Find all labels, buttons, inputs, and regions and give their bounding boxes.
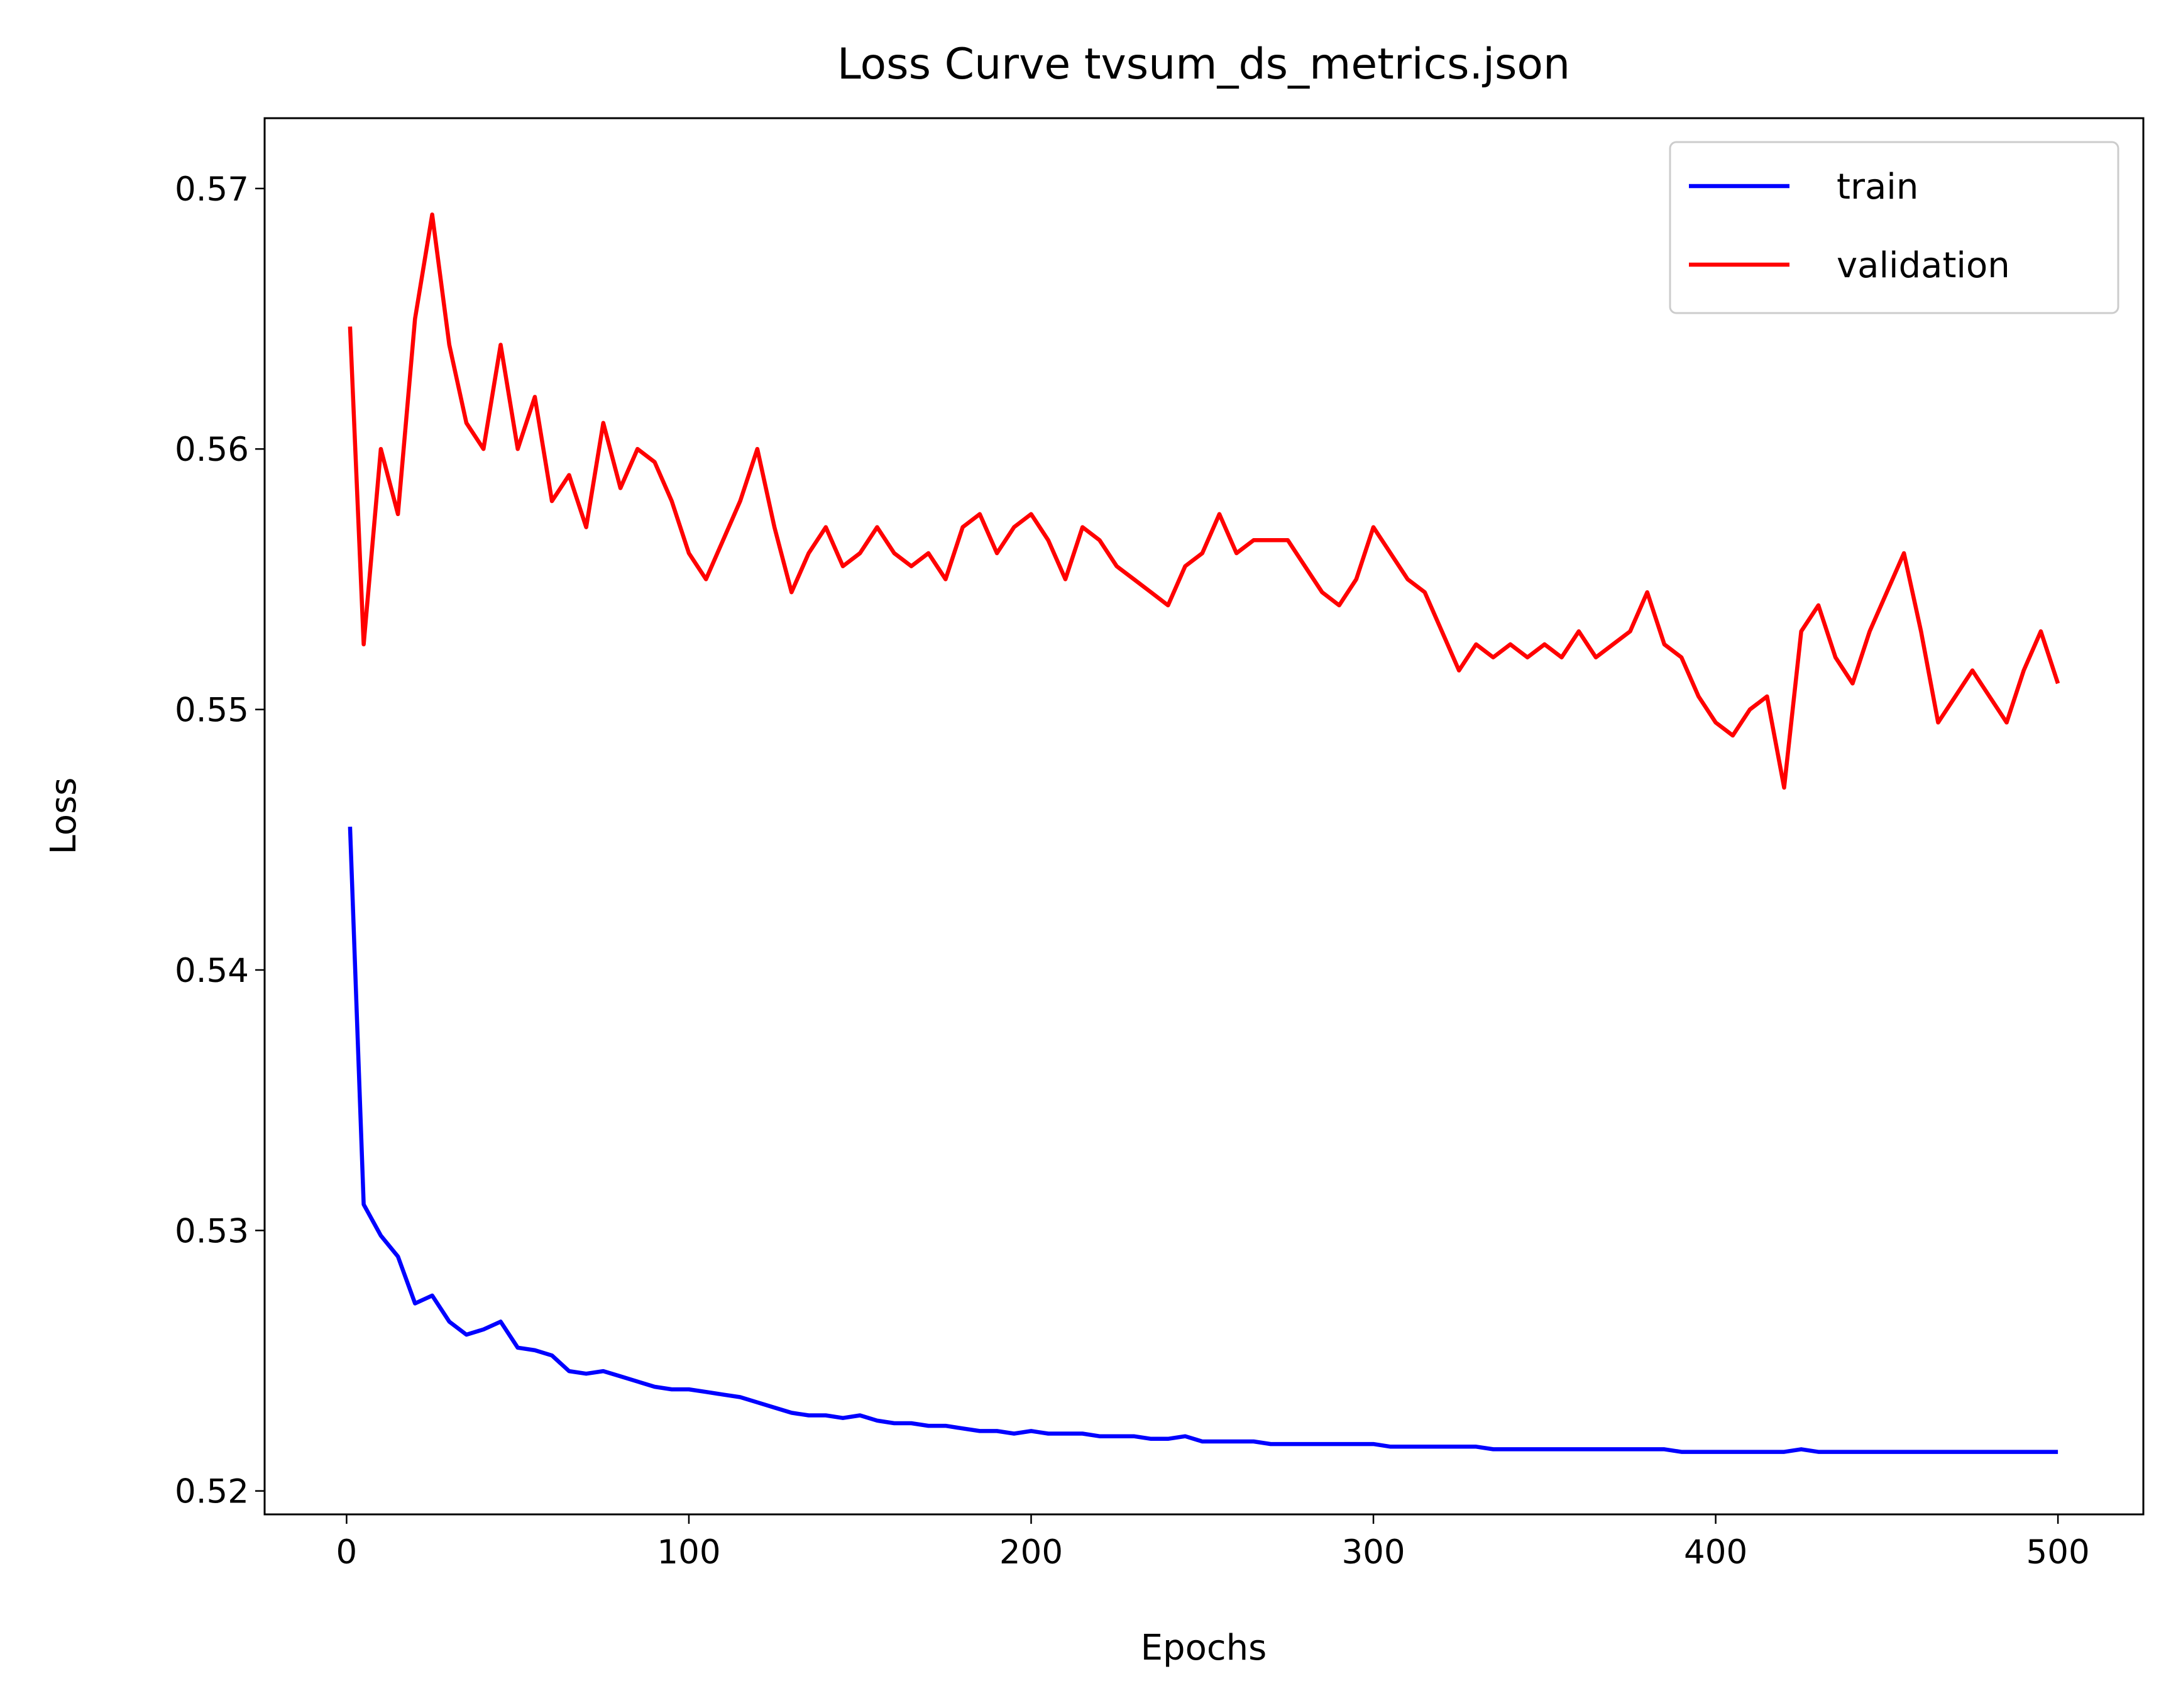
x-tick-label: 500 (2026, 1533, 2090, 1572)
line-series (348, 212, 2060, 790)
x-tick-label: 200 (999, 1533, 1063, 1572)
x-tick-label: 300 (1341, 1533, 1405, 1572)
y-tick-label: 0.52 (175, 1473, 249, 1511)
y-tick-label: 0.54 (175, 952, 249, 990)
y-tick-label: 0.57 (175, 170, 249, 209)
x-tick-label: 0 (336, 1533, 358, 1572)
legend-label: train (1837, 167, 1918, 207)
x-axis-label: Epochs (1141, 1628, 1267, 1668)
legend-label: validation (1837, 245, 2010, 286)
y-tick-label: 0.53 (175, 1212, 249, 1250)
chart-title: Loss Curve tvsum_ds_metrics.json (837, 40, 1570, 89)
line-series (348, 826, 2058, 1454)
y-tick-label: 0.56 (175, 431, 249, 469)
plot-frame (263, 117, 2145, 1516)
x-tick-label: 100 (657, 1533, 720, 1572)
x-tick-label: 400 (1684, 1533, 1747, 1572)
y-tick-label: 0.55 (175, 691, 249, 730)
y-axis-label: Loss (43, 778, 84, 855)
